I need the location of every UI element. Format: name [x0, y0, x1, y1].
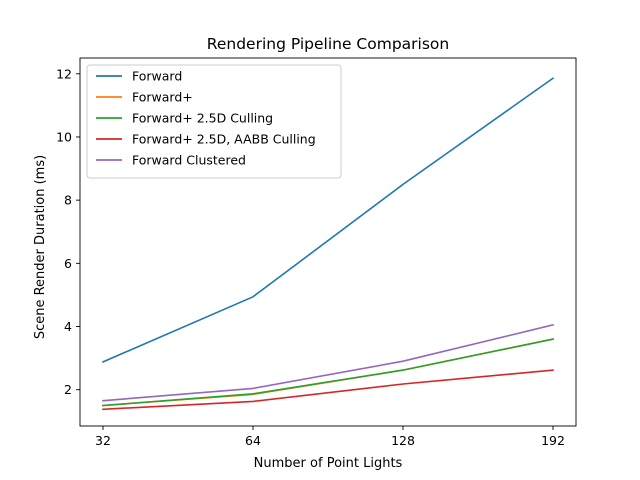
x-tick-label: 192	[541, 433, 565, 448]
x-tick-label: 64	[245, 433, 261, 448]
y-tick-label: 4	[64, 319, 72, 334]
series-line-3	[102, 369, 554, 411]
y-tick-label: 10	[56, 129, 72, 144]
chart-title: Rendering Pipeline Comparison	[207, 35, 449, 53]
x-tick-label: 128	[391, 433, 415, 448]
plot-area: 32 64 128 192 2 4 6 8 10 12	[56, 57, 577, 448]
axes-frame	[79, 57, 577, 427]
y-tick-label: 8	[64, 193, 72, 208]
series-line-4	[102, 323, 554, 402]
legend-label-0: Forward	[132, 69, 182, 84]
series-line-0	[101, 77, 555, 363]
series-line-2	[102, 338, 554, 407]
y-tick-label: 2	[64, 382, 72, 397]
x-tick-label: 32	[95, 433, 111, 448]
legend-label-3: Forward+ 2.5D, AABB Culling	[132, 132, 316, 147]
legend-label-4: Forward Clustered	[132, 153, 246, 168]
legend-box	[86, 64, 342, 179]
y-axis-label: Scene Render Duration (ms)	[33, 155, 48, 339]
legend-label-1: Forward+	[132, 90, 193, 105]
legend-label-2: Forward+ 2.5D Culling	[132, 111, 273, 126]
legend: Forward Forward+ Forward+ 2.5D Culling Forw…	[86, 64, 342, 179]
y-tick-label: 12	[56, 66, 72, 81]
y-tick-label: 6	[64, 256, 72, 271]
x-axis-label: Number of Point Lights	[254, 456, 403, 471]
